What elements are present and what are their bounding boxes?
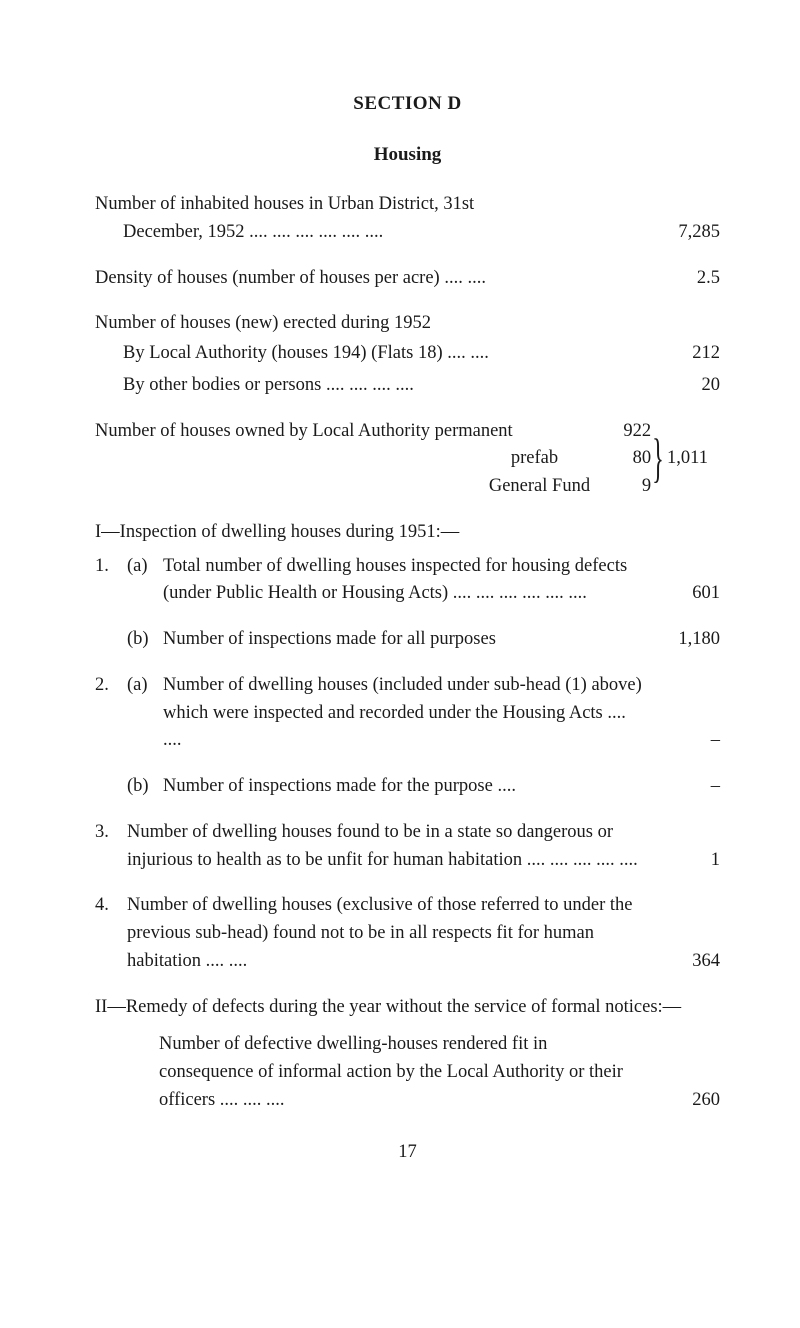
item-number: 1.	[95, 553, 127, 609]
item-letter: (a)	[127, 672, 163, 755]
item-text: Number of dwelling houses (exclusive of …	[127, 892, 645, 975]
item-value: 601	[645, 580, 720, 608]
brace-general: 9	[606, 473, 651, 501]
item-letter: (a)	[127, 553, 163, 609]
item-value: –	[645, 773, 720, 801]
item-text: Number of dwelling houses found to be in…	[127, 819, 645, 875]
page-number: 17	[95, 1139, 720, 1167]
item-ii-1: Number of defective dwelling-houses rend…	[95, 1031, 720, 1114]
entry-value: 212	[645, 340, 720, 368]
entry-density: Density of houses (number of houses per …	[95, 265, 720, 293]
brace-prefab: 80	[606, 445, 651, 473]
item-text: Number of dwelling houses (included unde…	[163, 672, 645, 755]
entry-owned-brace: Number of houses owned by Local Authorit…	[95, 418, 720, 501]
entry-erected-head: Number of houses (new) erected during 19…	[95, 310, 720, 338]
item-text: Total number of dwelling houses inspecte…	[163, 553, 645, 609]
entry-value: 7,285	[645, 219, 720, 247]
item-4: 4. Number of dwelling houses (exclusive …	[95, 892, 720, 975]
item-3: 3. Number of dwelling houses found to be…	[95, 819, 720, 875]
entry-label: By Local Authority (houses 194) (Flats 1…	[95, 340, 645, 368]
item-letter: (b)	[127, 626, 163, 654]
item-number: 3.	[95, 819, 127, 875]
section-i-head: I—Inspection of dwelling houses during 1…	[95, 519, 720, 547]
brace-prefab-label: prefab	[95, 445, 606, 473]
item-letter: (b)	[127, 773, 163, 801]
entry-label: Density of houses (number of houses per …	[95, 265, 645, 293]
item-number: 2.	[95, 672, 127, 755]
entry-label: Number of inhabited houses in Urban Dist…	[95, 191, 720, 219]
section-title: SECTION D	[95, 90, 720, 119]
item-text: Number of inspections made for all purpo…	[163, 626, 645, 654]
brace-total: 1,011	[665, 445, 720, 473]
item-number	[95, 626, 127, 654]
item-1b: (b) Number of inspections made for all p…	[95, 626, 720, 654]
item-number: 4.	[95, 892, 127, 975]
section-ii-head: II—Remedy of defects during the year wit…	[95, 994, 720, 1022]
brace-general-label: General Fund	[95, 473, 606, 501]
entry-label: By other bodies or persons .... .... ...…	[95, 372, 645, 400]
entry-label-cont: December, 1952 .... .... .... .... .... …	[95, 219, 645, 247]
entry-by-other: By other bodies or persons .... .... ...…	[95, 372, 720, 400]
section-subtitle: Housing	[95, 141, 720, 170]
brace-lead: Number of houses owned by Local Authorit…	[95, 418, 606, 446]
item-value: 364	[645, 948, 720, 976]
item-value: –	[645, 727, 720, 755]
item-text: Number of defective dwelling-houses rend…	[159, 1031, 645, 1114]
item-2a: 2. (a) Number of dwelling houses (includ…	[95, 672, 720, 755]
entry-value: 2.5	[645, 265, 720, 293]
item-2b: (b) Number of inspections made for the p…	[95, 773, 720, 801]
item-number	[95, 773, 127, 801]
item-text: Number of inspections made for the purpo…	[163, 773, 645, 801]
entry-inhabited: Number of inhabited houses in Urban Dist…	[95, 191, 720, 247]
item-value: 260	[645, 1087, 720, 1115]
item-value: 1,180	[645, 626, 720, 654]
entry-value: 20	[645, 372, 720, 400]
brace-icon: }	[652, 436, 664, 482]
item-1a: 1. (a) Total number of dwelling houses i…	[95, 553, 720, 609]
item-value: 1	[645, 847, 720, 875]
brace-permanent: 922	[606, 418, 651, 446]
entry-by-local: By Local Authority (houses 194) (Flats 1…	[95, 340, 720, 368]
